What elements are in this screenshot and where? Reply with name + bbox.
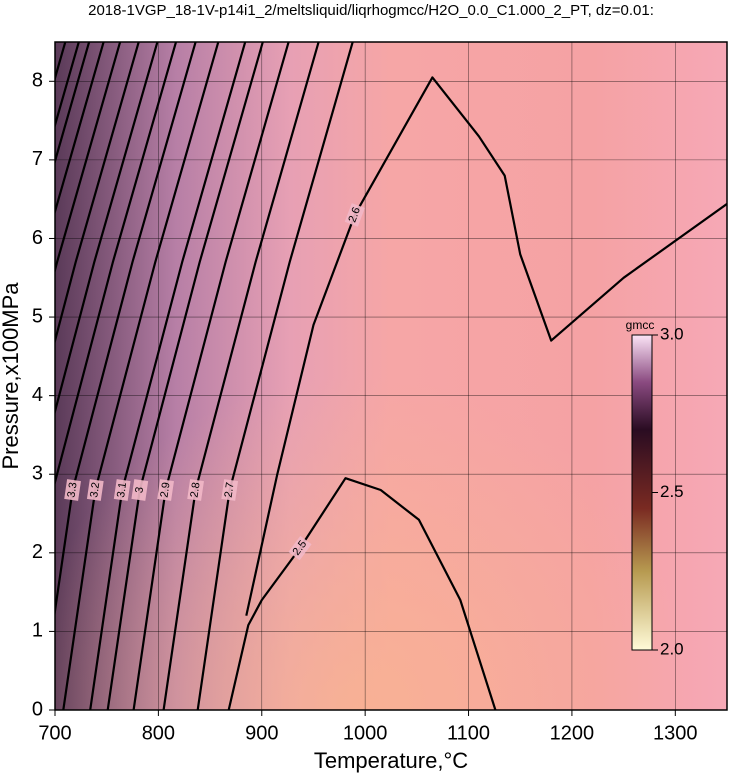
contour-label-text: 3.1 (115, 482, 129, 499)
contour-label: 3.1 (113, 479, 131, 501)
contour-line (55, 42, 159, 416)
y-tick-label: 7 (32, 148, 43, 170)
colorbar-tick-label: 3.0 (660, 324, 684, 343)
contour-line (132, 42, 290, 710)
contour-label: 3.3 (64, 479, 81, 501)
colorbar-tick-label: 2.5 (660, 482, 684, 501)
contour-line (55, 42, 197, 619)
colorbar-label: gmcc (626, 318, 655, 332)
contour-line (55, 42, 105, 216)
contour-label: 3.2 (86, 479, 104, 501)
contour-line (89, 42, 247, 710)
colorbar-tick-label: 2.0 (660, 639, 684, 658)
y-tick-label: 1 (32, 620, 43, 642)
contour-line (55, 42, 122, 275)
x-tick-label: 1100 (447, 722, 490, 744)
contour-label: 2.5 (288, 535, 312, 561)
contour-label: 2.7 (221, 479, 239, 501)
colorbar-ticks: 2.0 2.5 3.0 (652, 324, 684, 658)
x-tick-label: 700 (38, 722, 71, 744)
contour-labels: 2.5 2.6 2.7 2.8 2.9 3 3.1 3.2 3.3 (64, 203, 365, 561)
y-tick-label: 4 (32, 384, 43, 406)
contour-label-text: 2.7 (223, 482, 237, 499)
contour-label-bg (64, 479, 81, 501)
contour-label-bg (221, 479, 239, 501)
y-axis-label: Pressure,x100MPa (0, 282, 23, 470)
contours (55, 42, 727, 710)
contour-label-bg (344, 203, 365, 227)
y-tick-label: 5 (32, 305, 43, 327)
contour-label: 2.9 (157, 479, 174, 501)
y-tick-label: 2 (32, 541, 43, 563)
contour-line (55, 42, 178, 487)
contour-line (62, 42, 220, 710)
x-tick-label: 1300 (653, 722, 698, 744)
contour-line (196, 42, 354, 710)
plot-frame (54, 41, 728, 711)
chart-title: 2018-1VGP_18-1V-p14i1_2/meltsliquid/liqr… (88, 2, 654, 19)
contour-label-bg (187, 479, 204, 501)
contour-line (106, 42, 264, 710)
y-tick-label: 0 (32, 698, 43, 720)
colorbar (631, 334, 653, 651)
x-tick-label: 800 (142, 722, 175, 744)
contour-label-text: 3.2 (88, 482, 102, 499)
contour-label-text: 2.9 (158, 482, 172, 499)
y-tick-label: 8 (32, 70, 43, 92)
contour-line (55, 42, 140, 345)
x-tick-label: 900 (245, 722, 278, 744)
y-tick-label: 3 (32, 463, 43, 485)
x-tick-label: 1000 (343, 722, 388, 744)
contour-label-bg (288, 535, 312, 561)
contour-line (227, 477, 497, 710)
x-tick-label: 1200 (550, 722, 595, 744)
contour-line (245, 76, 727, 616)
contour-label: 3 (131, 479, 149, 501)
plot-shading (55, 42, 727, 710)
contour-label: 2.6 (344, 203, 365, 227)
x-axis-label: Temperature,°C (314, 748, 468, 773)
contour-line (162, 42, 320, 710)
contour-label-bg (157, 479, 174, 501)
ticks: 700 800 900 1000 1100 1200 1300 0 1 2 3 4 5 6 7 8 (32, 70, 698, 745)
contour-label-text: 2.6 (346, 206, 363, 225)
contour-label-bg (131, 479, 149, 501)
contour-label: 2.8 (187, 479, 204, 501)
contour-label-bg (113, 479, 131, 501)
contour-label-text: 3 (133, 486, 146, 494)
contour-label-text: 2.8 (188, 482, 202, 499)
grid (55, 42, 727, 710)
contour-label-bg (86, 479, 104, 501)
contour-label-text: 3.3 (65, 482, 79, 499)
y-tick-label: 6 (32, 227, 43, 249)
contour-line (55, 42, 91, 166)
